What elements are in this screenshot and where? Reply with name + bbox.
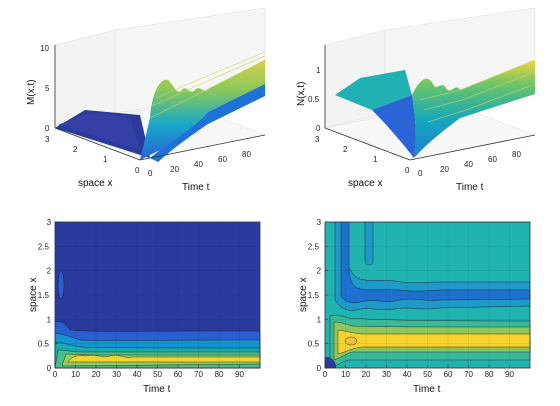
y-tick-label: 0 bbox=[47, 364, 52, 373]
n-ytick-3: 3 bbox=[315, 135, 320, 144]
y-tick-label: 0.5 bbox=[38, 340, 50, 349]
m-axis-y bbox=[54, 127, 141, 161]
x-tick-label: 50 bbox=[153, 370, 162, 379]
y-tick-label: 1 bbox=[317, 315, 322, 324]
m-rising-wall bbox=[140, 60, 265, 160]
y-tick-label: 3 bbox=[47, 218, 52, 227]
m-contour-ylabel: space x bbox=[28, 278, 39, 312]
m-xtick-0: 0 bbox=[148, 169, 153, 178]
y-tick-label: 1.5 bbox=[38, 291, 50, 300]
x-tick-label: 60 bbox=[444, 370, 453, 379]
x-tick-label: 50 bbox=[423, 370, 432, 379]
n-xtick-40: 40 bbox=[464, 160, 473, 169]
n-xtick-80: 80 bbox=[512, 150, 521, 159]
x-tick-label: 90 bbox=[235, 370, 244, 379]
y-tick-label: 0 bbox=[317, 364, 322, 373]
panel-m-contour: 0 10 20 30 40 50 60 70 80 90 0 0.5 1 1.5 2 2.5 3 Time t… bbox=[28, 218, 261, 395]
x-tick-label: 20 bbox=[92, 370, 101, 379]
x-tick-label: 0 bbox=[323, 370, 328, 379]
x-tick-label: 60 bbox=[174, 370, 183, 379]
panel-n-contour: 0 10 20 30 40 50 60 70 80 90 0 0.5 1 1.5 2 2.5 3 Time t… bbox=[298, 218, 531, 395]
y-tick-label: 1.5 bbox=[308, 291, 320, 300]
n-contour-yticks: 0 0.5 1 1.5 2 2.5 3 bbox=[308, 218, 322, 373]
m-axis-x bbox=[139, 134, 266, 161]
m-ridge-lines bbox=[149, 51, 266, 119]
x-tick-label: 0 bbox=[53, 370, 58, 379]
m-flat-sheet-shade bbox=[58, 112, 140, 150]
m-ztick-10: 10 bbox=[40, 44, 49, 53]
x-tick-label: 40 bbox=[403, 370, 412, 379]
y-tick-label: 2 bbox=[317, 267, 322, 276]
y-tick-label: 2 bbox=[47, 267, 52, 276]
x-tick-label: 80 bbox=[215, 370, 224, 379]
x-tick-label: 30 bbox=[382, 370, 391, 379]
x-tick-label: 90 bbox=[505, 370, 514, 379]
m-contour-xlabel: Time t bbox=[143, 384, 171, 395]
n-contour-lower-band-inner bbox=[337, 329, 531, 355]
n-contour-isolated-feature bbox=[364, 221, 374, 266]
m-ytick-2: 2 bbox=[73, 145, 78, 154]
y-tick-label: 3 bbox=[317, 218, 322, 227]
m-ytick-0: 0 bbox=[135, 166, 140, 175]
n-rising-wall bbox=[412, 60, 535, 158]
n-zlabel: N(x,t) bbox=[296, 82, 307, 106]
n-xtick-20: 20 bbox=[440, 165, 449, 174]
x-tick-label: 20 bbox=[362, 370, 371, 379]
n-ytick-0: 0 bbox=[405, 166, 410, 175]
n-dip bbox=[372, 95, 416, 158]
n-xtick-0: 0 bbox=[418, 169, 423, 178]
y-tick-label: 2.5 bbox=[308, 242, 320, 251]
x-tick-label: 40 bbox=[133, 370, 142, 379]
x-tick-label: 70 bbox=[464, 370, 473, 379]
m-xlabel: Time t bbox=[182, 182, 210, 193]
n-xtick-60: 60 bbox=[488, 155, 497, 164]
n-contour-frame bbox=[324, 221, 531, 369]
y-tick-label: 1 bbox=[47, 315, 52, 324]
m-ylabel: space x bbox=[78, 178, 112, 189]
m-contour-xticks: 0 10 20 30 40 50 60 70 80 90 bbox=[53, 370, 245, 379]
n-contour-ylabel: space x bbox=[298, 278, 309, 312]
n-plateau bbox=[335, 70, 412, 110]
m-zlabel: M(x,t) bbox=[26, 79, 37, 105]
panel-n-surface: 1 0.5 0 3 2 1 0 0 20 40 60 80 N(x,t) spa… bbox=[296, 7, 536, 193]
m-xtick-20: 20 bbox=[170, 165, 179, 174]
n-contour-xlabel: Time t bbox=[413, 384, 441, 395]
m-xtick-60: 60 bbox=[218, 155, 227, 164]
m-ztick-0: 0 bbox=[45, 124, 50, 133]
n-xlabel: Time t bbox=[456, 182, 484, 193]
x-tick-label: 80 bbox=[485, 370, 494, 379]
x-tick-label: 10 bbox=[71, 370, 80, 379]
m-ztick-5: 5 bbox=[45, 84, 50, 93]
n-ztick-0.5: 0.5 bbox=[308, 95, 320, 104]
m-contour-level-6 bbox=[67, 354, 261, 363]
n-ytick-1: 1 bbox=[373, 155, 378, 164]
n-ztick-1: 1 bbox=[316, 66, 321, 75]
n-ztick-0: 0 bbox=[316, 124, 321, 133]
n-ylabel: space x bbox=[348, 178, 382, 189]
x-tick-label: 70 bbox=[194, 370, 203, 379]
y-tick-label: 0.5 bbox=[308, 340, 320, 349]
m-contour-yticks: 0 0.5 1 1.5 2 2.5 3 bbox=[38, 218, 52, 373]
n-contour-xticks: 0 10 20 30 40 50 60 70 80 90 bbox=[323, 370, 515, 379]
m-xtick-80: 80 bbox=[242, 150, 251, 159]
m-contour-frame bbox=[54, 221, 261, 369]
m-xtick-40: 40 bbox=[194, 160, 203, 169]
n-axis-y bbox=[324, 127, 411, 161]
n-ridge-lines bbox=[419, 59, 536, 123]
m-ytick-1: 1 bbox=[103, 155, 108, 164]
x-tick-label: 10 bbox=[341, 370, 350, 379]
n-axis-x bbox=[409, 134, 536, 161]
n-ytick-2: 2 bbox=[343, 145, 348, 154]
y-tick-label: 2.5 bbox=[38, 242, 50, 251]
x-tick-label: 30 bbox=[112, 370, 121, 379]
m-ytick-3: 3 bbox=[45, 135, 50, 144]
m-wall-front bbox=[150, 84, 265, 162]
panel-m-surface: 10 5 0 3 2 1 0 0 20 40 60 80 M(x,t) spac… bbox=[26, 7, 266, 193]
m-contour-isolated-feature bbox=[57, 270, 65, 300]
n-contour-peak bbox=[344, 336, 358, 346]
